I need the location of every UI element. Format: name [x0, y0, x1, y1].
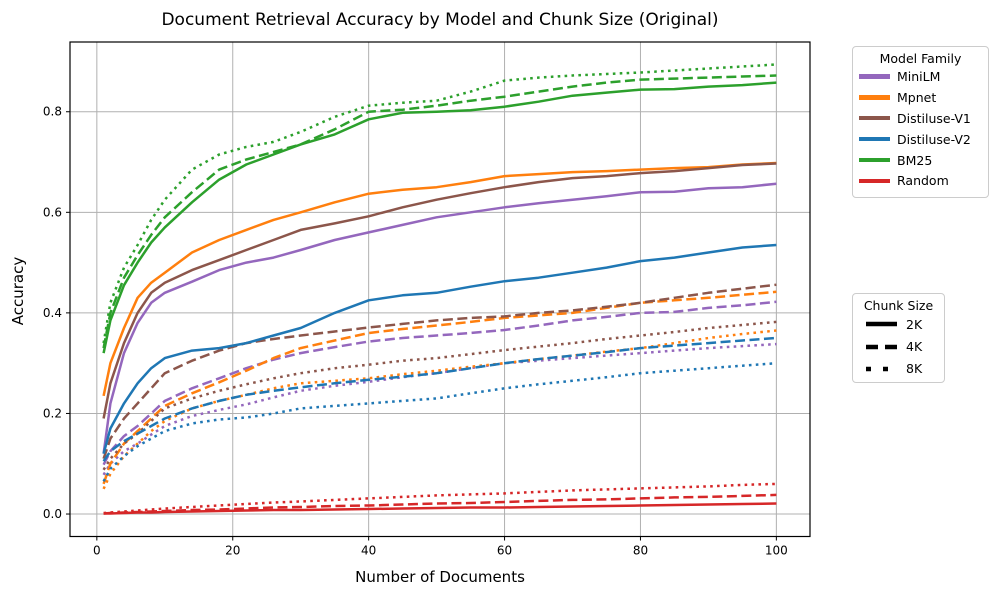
- legend-entry-distiluse-v1: Distiluse-V1: [853, 108, 988, 129]
- series-random-2k: [103, 502, 777, 515]
- legend-line-swatch: [859, 74, 890, 79]
- legend-entry-label: 4K: [906, 339, 923, 355]
- legend-model-family-title: Model Family: [879, 51, 962, 66]
- y-tick-label-0.8: 0.8: [43, 105, 62, 119]
- chart-title: Document Retrieval Accuracy by Model and…: [161, 10, 719, 30]
- legend-entry-chunk-2k: 2K: [853, 313, 944, 335]
- legend-entry-label: Distiluse-V1: [897, 110, 971, 126]
- legend-line-swatch: [859, 95, 890, 100]
- x-tick-label-80: 80: [633, 544, 648, 558]
- x-axis-label: Number of Documents: [355, 568, 525, 586]
- y-tick-label-0.2: 0.2: [43, 406, 62, 420]
- legend-line-swatch: [859, 157, 890, 163]
- y-tick-label-0.6: 0.6: [43, 205, 62, 219]
- x-tick-label-60: 60: [497, 544, 512, 558]
- series-distiluse-v1-8k: [102, 320, 777, 471]
- x-tick-label-40: 40: [361, 544, 376, 558]
- legend-entry-random: Random: [853, 170, 988, 191]
- legend-chunk-size-title: Chunk Size: [863, 298, 934, 313]
- legend-linestyle-swatch: [866, 366, 897, 372]
- legend-entry-label: Random: [897, 173, 949, 189]
- series-mpnet-8k: [102, 329, 777, 490]
- series-distiluse-v1-4k: [102, 283, 777, 460]
- series-minilm-4k: [102, 300, 777, 466]
- series-distiluse-v2-4k: [102, 336, 777, 462]
- legend-entry-minilm: MiniLM: [853, 66, 988, 87]
- x-tick-label-0: 0: [93, 544, 101, 558]
- series-bm25-2k: [102, 81, 777, 354]
- legend-entry-label: BM25: [897, 152, 933, 168]
- axes-frame: [69, 41, 811, 538]
- legend-entry-mpnet: Mpnet: [853, 87, 988, 108]
- legend-entry-label: Distiluse-V2: [897, 131, 971, 147]
- legend-linestyle-swatch: [866, 344, 897, 349]
- legend-entry-label: Mpnet: [897, 89, 937, 105]
- legend-chunk-size: Chunk Size 2K 4K 8K: [852, 293, 945, 383]
- y-tick-label-0.4: 0.4: [43, 306, 62, 320]
- y-tick-label-0.0: 0.0: [43, 507, 62, 521]
- y-axis-label: Accuracy: [9, 256, 27, 326]
- legend-line-swatch: [859, 178, 890, 184]
- legend-entry-label: 2K: [906, 316, 923, 332]
- series-distiluse-v2-8k: [102, 361, 777, 482]
- series-mpnet-4k: [102, 290, 777, 485]
- legend-entry-label: 8K: [906, 361, 923, 377]
- legend-line-swatch: [859, 136, 890, 142]
- legend-entry-label: MiniLM: [897, 68, 941, 84]
- legend-model-family: Model Family MiniLM Mpnet Distiluse-V1 Dist…: [852, 46, 989, 198]
- legend-entry-chunk-4k: 4K: [853, 335, 944, 357]
- series-distiluse-v1-2k: [102, 162, 777, 419]
- series-random-4k: [103, 493, 777, 515]
- series-mpnet-2k: [102, 161, 777, 397]
- series-minilm-8k: [102, 342, 777, 476]
- series-bm25-8k: [102, 63, 777, 344]
- legend-linestyle-swatch: [866, 321, 897, 327]
- x-tick-label-100: 100: [765, 544, 788, 558]
- series-bm25-4k: [102, 74, 777, 349]
- x-tick-label-20: 20: [225, 544, 240, 558]
- series-distiluse-v2-2k: [102, 243, 777, 455]
- legend-line-swatch: [859, 115, 890, 121]
- legend-entry-chunk-8k: 8K: [853, 358, 944, 380]
- series-minilm-2k: [102, 182, 777, 454]
- legend-entry-distiluse-v2: Distiluse-V2: [853, 129, 988, 150]
- legend-entry-bm25: BM25: [853, 150, 988, 171]
